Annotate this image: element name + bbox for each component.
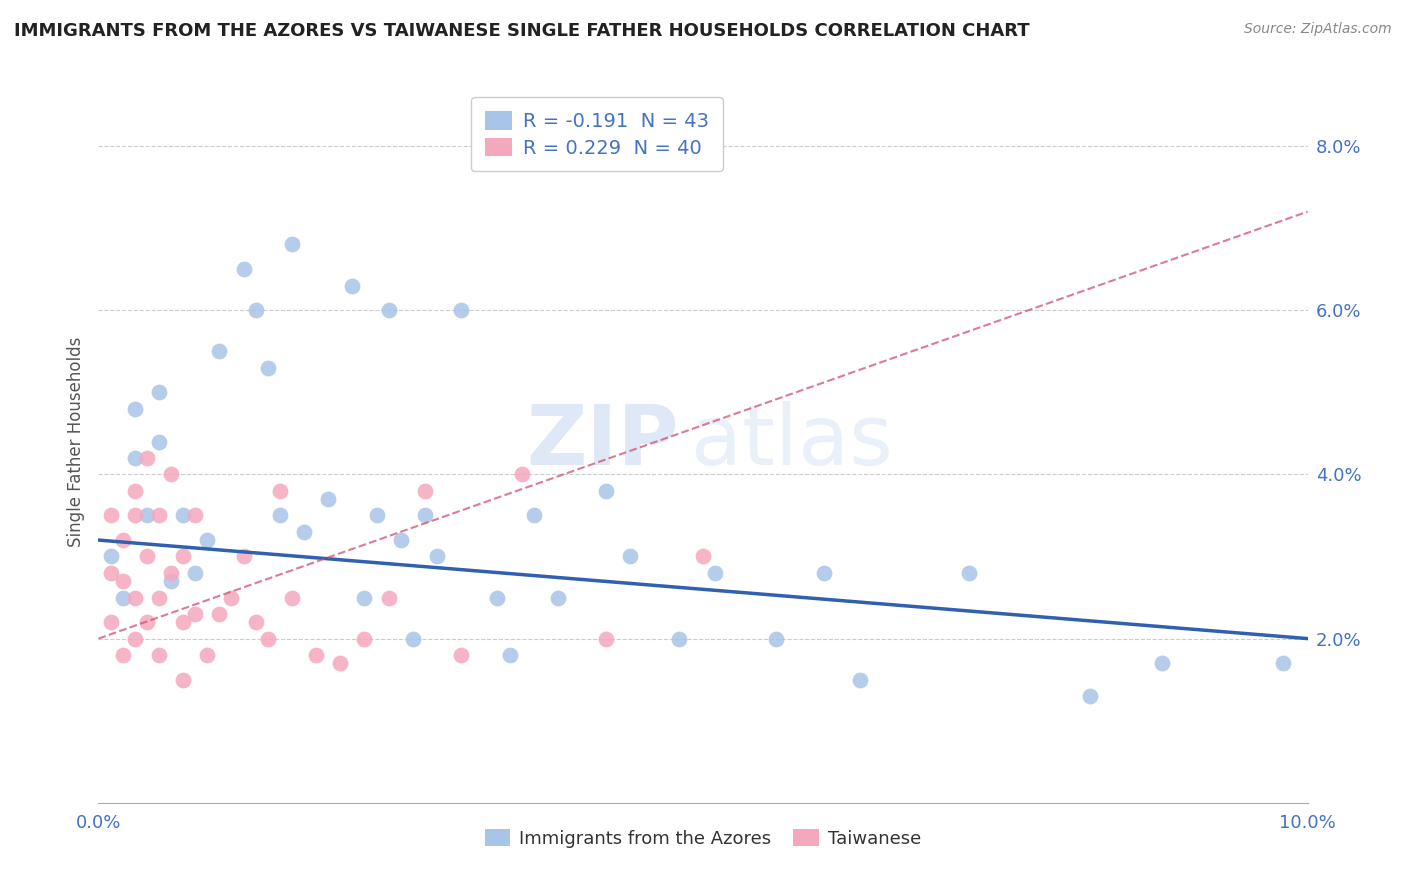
Point xyxy=(377,303,399,318)
Point xyxy=(160,566,183,580)
Point xyxy=(184,607,207,621)
Point xyxy=(148,434,170,449)
Point xyxy=(148,591,170,605)
Point xyxy=(450,648,472,662)
Point xyxy=(100,549,122,564)
Point xyxy=(135,508,157,523)
Point xyxy=(486,591,509,605)
Point xyxy=(184,508,207,523)
Point xyxy=(208,607,231,621)
Text: ZIP: ZIP xyxy=(526,401,679,482)
Point xyxy=(148,385,170,400)
Point xyxy=(269,483,291,498)
Point xyxy=(292,524,315,539)
Point xyxy=(135,549,157,564)
Point xyxy=(208,344,231,359)
Point xyxy=(269,508,291,523)
Point xyxy=(135,450,157,465)
Point xyxy=(100,566,122,580)
Point xyxy=(353,632,375,646)
Point xyxy=(135,615,157,630)
Point xyxy=(353,591,375,605)
Point xyxy=(1078,689,1101,703)
Point xyxy=(160,574,183,588)
Point xyxy=(413,508,436,523)
Point xyxy=(510,467,533,482)
Point xyxy=(765,632,787,646)
Text: IMMIGRANTS FROM THE AZORES VS TAIWANESE SINGLE FATHER HOUSEHOLDS CORRELATION CHA: IMMIGRANTS FROM THE AZORES VS TAIWANESE … xyxy=(14,22,1029,40)
Text: Source: ZipAtlas.com: Source: ZipAtlas.com xyxy=(1244,22,1392,37)
Point xyxy=(668,632,690,646)
Point xyxy=(329,657,352,671)
Point xyxy=(498,648,520,662)
Point xyxy=(160,467,183,482)
Point xyxy=(245,615,267,630)
Point xyxy=(124,450,146,465)
Point xyxy=(1272,657,1295,671)
Point xyxy=(256,360,278,375)
Point xyxy=(148,508,170,523)
Point xyxy=(692,549,714,564)
Point xyxy=(172,549,194,564)
Y-axis label: Single Father Households: Single Father Households xyxy=(66,336,84,547)
Point xyxy=(450,303,472,318)
Point xyxy=(305,648,328,662)
Point xyxy=(402,632,425,646)
Point xyxy=(281,237,304,252)
Point xyxy=(813,566,835,580)
Point xyxy=(221,591,243,605)
Point xyxy=(547,591,569,605)
Point xyxy=(124,508,146,523)
Point xyxy=(245,303,267,318)
Legend: Immigrants from the Azores, Taiwanese: Immigrants from the Azores, Taiwanese xyxy=(478,822,928,855)
Point xyxy=(100,615,122,630)
Point xyxy=(124,483,146,498)
Point xyxy=(342,278,364,293)
Point xyxy=(195,648,218,662)
Point xyxy=(957,566,980,580)
Point xyxy=(1152,657,1174,671)
Point xyxy=(595,483,617,498)
Point xyxy=(172,673,194,687)
Point xyxy=(124,401,146,416)
Point xyxy=(111,648,134,662)
Point xyxy=(426,549,449,564)
Point xyxy=(184,566,207,580)
Point xyxy=(124,591,146,605)
Point xyxy=(172,615,194,630)
Point xyxy=(704,566,727,580)
Point xyxy=(232,549,254,564)
Point xyxy=(316,491,339,506)
Point xyxy=(595,632,617,646)
Point xyxy=(195,533,218,547)
Point xyxy=(256,632,278,646)
Point xyxy=(111,533,134,547)
Point xyxy=(523,508,546,523)
Point xyxy=(111,574,134,588)
Point xyxy=(377,591,399,605)
Point xyxy=(124,632,146,646)
Text: atlas: atlas xyxy=(690,401,893,482)
Point xyxy=(148,648,170,662)
Point xyxy=(111,591,134,605)
Point xyxy=(619,549,641,564)
Point xyxy=(413,483,436,498)
Point xyxy=(389,533,412,547)
Point xyxy=(100,508,122,523)
Point xyxy=(849,673,872,687)
Point xyxy=(232,262,254,277)
Point xyxy=(172,508,194,523)
Point xyxy=(366,508,388,523)
Point xyxy=(281,591,304,605)
